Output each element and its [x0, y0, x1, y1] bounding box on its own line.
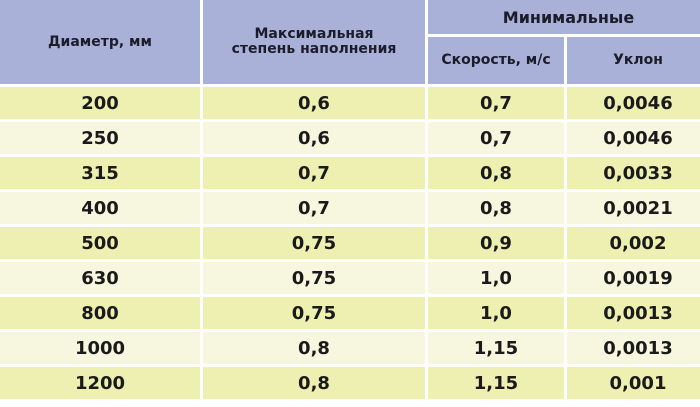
cell-max-fill: 0,7 — [203, 157, 425, 189]
table-row: 250 0,6 0,7 0,0046 — [0, 122, 700, 154]
cell-min-slope: 0,0046 — [567, 122, 700, 154]
cell-diameter: 315 — [0, 157, 200, 189]
header-speed: Скорость, м/с — [428, 37, 564, 84]
cell-min-slope: 0,0033 — [567, 157, 700, 189]
cell-min-speed: 0,9 — [428, 227, 564, 259]
table-row: 200 0,6 0,7 0,0046 — [0, 87, 700, 119]
cell-min-speed: 0,8 — [428, 157, 564, 189]
cell-min-speed: 1,0 — [428, 262, 564, 294]
cell-diameter: 800 — [0, 297, 200, 329]
cell-diameter: 200 — [0, 87, 200, 119]
table-row: 500 0,75 0,9 0,002 — [0, 227, 700, 259]
cell-diameter: 1000 — [0, 332, 200, 364]
cell-min-slope: 0,0013 — [567, 297, 700, 329]
cell-max-fill: 0,75 — [203, 262, 425, 294]
cell-min-slope: 0,0021 — [567, 192, 700, 224]
cell-diameter: 630 — [0, 262, 200, 294]
header-max-fill: Максимальная степень наполнения — [203, 0, 425, 84]
table-row: 400 0,7 0,8 0,0021 — [0, 192, 700, 224]
cell-min-slope: 0,0019 — [567, 262, 700, 294]
table-row: 1000 0,8 1,15 0,0013 — [0, 332, 700, 364]
cell-max-fill: 0,75 — [203, 227, 425, 259]
cell-max-fill: 0,6 — [203, 87, 425, 119]
cell-min-speed: 1,0 — [428, 297, 564, 329]
cell-max-fill: 0,8 — [203, 367, 425, 399]
cell-diameter: 250 — [0, 122, 200, 154]
cell-max-fill: 0,7 — [203, 192, 425, 224]
cell-min-speed: 0,8 — [428, 192, 564, 224]
cell-min-speed: 1,15 — [428, 332, 564, 364]
cell-min-slope: 0,0013 — [567, 332, 700, 364]
cell-min-slope: 0,001 — [567, 367, 700, 399]
cell-min-speed: 0,7 — [428, 87, 564, 119]
cell-diameter: 400 — [0, 192, 200, 224]
table-row: 315 0,7 0,8 0,0033 — [0, 157, 700, 189]
cell-max-fill: 0,8 — [203, 332, 425, 364]
cell-max-fill: 0,75 — [203, 297, 425, 329]
table-row: 1200 0,8 1,15 0,001 — [0, 367, 700, 399]
cell-min-speed: 1,15 — [428, 367, 564, 399]
header-slope: Уклон — [567, 37, 700, 84]
cell-min-slope: 0,0046 — [567, 87, 700, 119]
cell-max-fill: 0,6 — [203, 122, 425, 154]
cell-min-slope: 0,002 — [567, 227, 700, 259]
header-diameter: Диаметр, мм — [0, 0, 200, 84]
header-minimal-group: Минимальные — [428, 0, 700, 34]
cell-min-speed: 0,7 — [428, 122, 564, 154]
table-row: 630 0,75 1,0 0,0019 — [0, 262, 700, 294]
cell-diameter: 500 — [0, 227, 200, 259]
cell-diameter: 1200 — [0, 367, 200, 399]
table-row: 800 0,75 1,0 0,0013 — [0, 297, 700, 329]
